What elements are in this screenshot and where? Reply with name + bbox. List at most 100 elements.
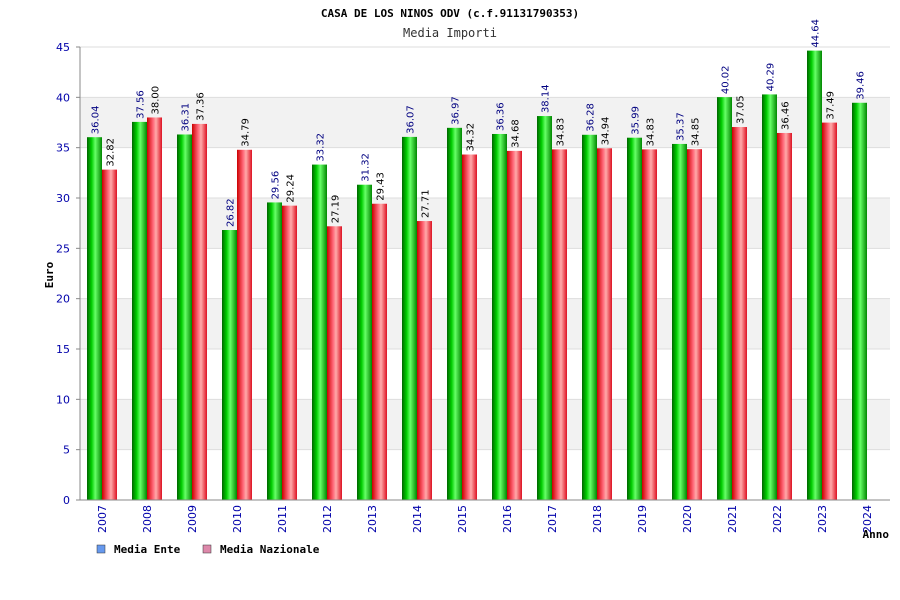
bar-media-ente-2022 xyxy=(762,94,777,500)
y-tick-label: 25 xyxy=(56,242,70,255)
data-label: 33.32 xyxy=(316,133,327,162)
data-label: 39.46 xyxy=(856,71,867,100)
data-label: 34.83 xyxy=(556,118,567,147)
bar-media-ente-2020 xyxy=(672,143,687,500)
data-label: 36.31 xyxy=(181,103,192,132)
bar-media-ente-2010 xyxy=(222,230,237,500)
data-label: 36.07 xyxy=(406,105,417,134)
bar-media-ente-2016 xyxy=(492,133,507,500)
bar-media-nazionale-2023 xyxy=(822,122,837,500)
bar-media-nazionale-2014 xyxy=(417,221,432,500)
x-tick-label: 2011 xyxy=(276,505,289,533)
bar-media-ente-2019 xyxy=(627,137,642,500)
data-label: 37.36 xyxy=(196,92,207,121)
plot-band xyxy=(80,47,890,98)
data-label: 38.00 xyxy=(151,86,162,115)
bar-media-nazionale-2010 xyxy=(237,149,252,500)
y-tick-label: 0 xyxy=(63,494,70,507)
data-label: 29.56 xyxy=(271,171,282,200)
bar-media-nazionale-2012 xyxy=(327,226,342,500)
chart-subtitle: Media Importi xyxy=(403,26,497,40)
bar-media-nazionale-2018 xyxy=(597,148,612,500)
data-label: 40.29 xyxy=(766,63,777,92)
data-label: 34.83 xyxy=(646,118,657,147)
bar-media-nazionale-2013 xyxy=(372,203,387,500)
bar-media-nazionale-2019 xyxy=(642,149,657,501)
data-label: 44.64 xyxy=(811,19,822,48)
x-tick-label: 2012 xyxy=(321,505,334,533)
bar-media-ente-2008 xyxy=(132,121,147,501)
plot-band xyxy=(80,198,890,249)
y-axis-label: Euro xyxy=(43,261,56,288)
data-label: 29.43 xyxy=(376,172,387,201)
plot-band xyxy=(80,248,890,299)
x-tick-label: 2019 xyxy=(636,505,649,533)
data-label: 36.04 xyxy=(91,106,102,135)
bar-media-ente-2012 xyxy=(312,164,327,500)
data-label: 36.36 xyxy=(496,102,507,131)
y-tick-label: 5 xyxy=(63,444,70,457)
x-tick-label: 2014 xyxy=(411,505,424,533)
y-tick-label: 45 xyxy=(56,41,70,54)
bar-media-nazionale-2011 xyxy=(282,205,297,500)
data-label: 32.82 xyxy=(106,138,117,167)
plot-band xyxy=(80,298,890,349)
data-label: 34.94 xyxy=(601,117,612,146)
data-label: 35.99 xyxy=(631,106,642,135)
bar-media-ente-2014 xyxy=(402,136,417,501)
y-tick-label: 35 xyxy=(56,142,70,155)
bar-media-nazionale-2020 xyxy=(687,149,702,500)
bar-media-nazionale-2008 xyxy=(147,117,162,500)
data-label: 27.19 xyxy=(331,195,342,224)
x-axis-ticks: 2007 2008 2009 2010 2011 2012 2013 2014 2015 2016… xyxy=(96,505,874,533)
bar-media-ente-2009 xyxy=(177,134,192,500)
data-label: 34.79 xyxy=(241,118,252,147)
y-tick-label: 10 xyxy=(56,393,70,406)
bar-media-ente-2023 xyxy=(807,50,822,501)
data-label: 37.56 xyxy=(136,90,147,119)
x-tick-label: 2024 xyxy=(861,505,874,533)
data-label: 34.68 xyxy=(511,119,522,148)
data-label: 27.71 xyxy=(421,189,432,218)
data-label: 26.82 xyxy=(226,198,237,227)
plot-band xyxy=(80,449,890,500)
data-label: 31.32 xyxy=(361,153,372,182)
data-label: 29.24 xyxy=(286,174,297,203)
x-tick-label: 2008 xyxy=(141,505,154,533)
bar-media-ente-2011 xyxy=(267,202,282,501)
data-label: 37.05 xyxy=(736,95,747,124)
data-label: 36.97 xyxy=(451,96,462,125)
x-tick-label: 2015 xyxy=(456,505,469,533)
chart-title: CASA DE LOS NINOS ODV (c.f.91131790353) xyxy=(321,7,579,20)
x-tick-label: 2007 xyxy=(96,505,109,533)
data-label: 40.02 xyxy=(721,65,732,94)
bar-media-nazionale-2022 xyxy=(777,132,792,500)
bar-media-ente-2015 xyxy=(447,127,462,501)
data-label: 34.32 xyxy=(466,123,477,152)
y-tick-label: 30 xyxy=(56,192,70,205)
y-axis-ticks: 0 5 10 15 20 25 30 35 40 45 xyxy=(56,41,80,507)
bar-media-ente-2007 xyxy=(87,137,102,500)
plot-band xyxy=(80,147,890,198)
legend-label-media-nazionale: Media Nazionale xyxy=(220,543,320,556)
x-axis-label: Anno xyxy=(863,528,890,541)
x-tick-label: 2010 xyxy=(231,505,244,533)
x-tick-label: 2018 xyxy=(591,505,604,533)
x-tick-label: 2017 xyxy=(546,505,559,533)
plot-band xyxy=(80,349,890,400)
data-labels: 36.04 32.82 37.56 38.00 36.31 37.36 26.82 34.79… xyxy=(91,19,867,227)
bar-media-nazionale-2017 xyxy=(552,149,567,501)
data-label: 35.37 xyxy=(676,112,687,141)
bars xyxy=(87,50,867,501)
x-tick-label: 2013 xyxy=(366,505,379,533)
bar-media-nazionale-2021 xyxy=(732,127,747,500)
bar-media-ente-2021 xyxy=(717,97,732,501)
plot-background xyxy=(80,47,890,500)
bar-media-ente-2013 xyxy=(357,184,372,500)
y-tick-label: 40 xyxy=(56,91,70,104)
y-tick-label: 15 xyxy=(56,343,70,356)
bar-media-nazionale-2015 xyxy=(462,154,477,500)
bar-media-ente-2024 xyxy=(852,102,867,500)
legend-label-media-ente: Media Ente xyxy=(114,543,181,556)
